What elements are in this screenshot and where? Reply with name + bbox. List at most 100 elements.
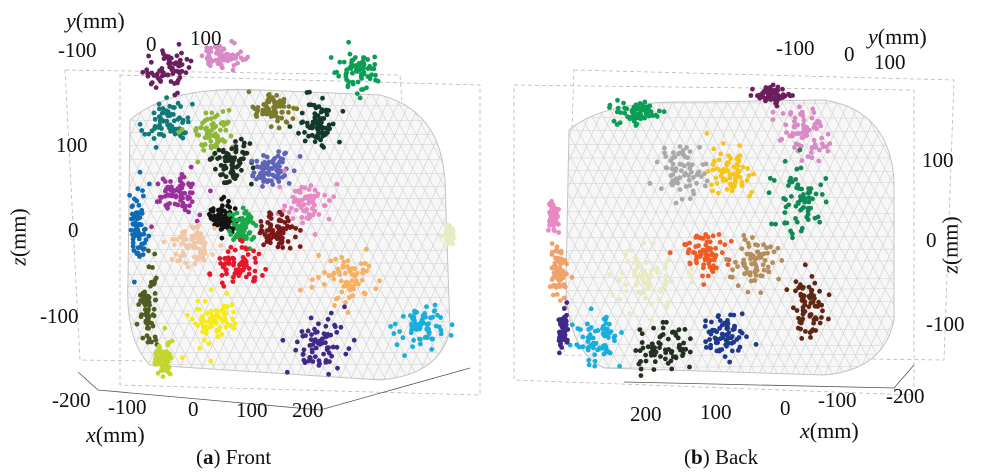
point — [746, 244, 752, 250]
mesh-line — [648, 100, 894, 375]
point — [773, 87, 779, 93]
point — [640, 345, 646, 351]
point — [725, 262, 731, 267]
point — [293, 226, 299, 231]
point — [417, 341, 423, 347]
point — [424, 304, 429, 310]
point — [212, 213, 217, 219]
point — [254, 111, 259, 117]
mesh-line — [264, 89, 450, 380]
point — [160, 176, 166, 182]
point — [187, 190, 193, 196]
point — [588, 306, 594, 312]
point — [616, 278, 622, 284]
point — [241, 140, 247, 146]
mesh-line — [566, 100, 788, 375]
point — [177, 185, 183, 191]
mesh-line — [474, 0, 494, 472]
point — [798, 111, 803, 117]
point — [557, 278, 562, 283]
point — [438, 233, 444, 239]
point — [325, 345, 330, 350]
point — [182, 203, 188, 209]
point — [139, 211, 145, 216]
point — [790, 235, 795, 241]
mesh-line — [494, 0, 546, 472]
point — [687, 349, 693, 355]
point — [346, 65, 352, 71]
mesh-line — [566, 100, 730, 375]
mesh-line — [127, 89, 324, 380]
point — [742, 271, 747, 277]
point — [712, 158, 717, 164]
point — [312, 193, 318, 199]
point — [131, 234, 137, 239]
point — [210, 208, 216, 214]
point — [673, 200, 679, 206]
mesh-line — [566, 100, 719, 375]
point — [409, 327, 414, 333]
point — [806, 195, 812, 201]
point — [179, 355, 185, 361]
point — [762, 258, 768, 263]
point — [153, 145, 159, 150]
point — [339, 289, 345, 295]
mesh-line — [275, 89, 450, 380]
point — [662, 145, 667, 151]
point — [776, 276, 781, 282]
point — [201, 147, 207, 153]
point — [728, 312, 733, 318]
point — [713, 252, 719, 258]
point — [279, 115, 284, 121]
point — [278, 234, 283, 240]
point — [146, 131, 152, 137]
point — [728, 238, 734, 244]
point — [816, 158, 822, 164]
point — [349, 278, 355, 284]
point — [737, 344, 743, 350]
point — [741, 233, 747, 238]
point — [214, 112, 220, 118]
point — [195, 159, 201, 165]
point — [134, 198, 140, 204]
point — [344, 264, 350, 269]
point — [182, 207, 188, 213]
mesh-line — [494, 0, 509, 472]
mesh-line — [127, 363, 450, 366]
point — [563, 318, 569, 324]
cluster — [633, 319, 693, 378]
point — [264, 154, 270, 160]
point — [268, 216, 274, 221]
point — [820, 308, 825, 314]
point — [671, 150, 676, 156]
point — [686, 177, 692, 183]
point — [130, 244, 136, 249]
mesh-line — [769, 100, 894, 375]
point — [817, 147, 822, 153]
point — [770, 117, 776, 122]
point — [148, 59, 154, 65]
point — [662, 150, 667, 156]
point — [248, 216, 253, 222]
point — [163, 110, 169, 116]
point — [223, 127, 229, 133]
point — [663, 260, 669, 266]
mesh-line — [494, 0, 524, 472]
point — [341, 259, 347, 265]
point — [448, 333, 454, 338]
point — [161, 239, 167, 245]
point — [793, 288, 798, 294]
mesh-line — [566, 100, 686, 375]
point — [200, 255, 206, 261]
point — [722, 320, 727, 326]
point — [662, 282, 667, 288]
point — [282, 173, 287, 178]
mesh-line — [566, 287, 894, 292]
point — [663, 265, 668, 271]
point — [562, 259, 568, 265]
point — [351, 337, 357, 343]
point — [717, 318, 723, 323]
mesh-line — [758, 100, 894, 375]
point — [805, 154, 811, 160]
point — [636, 105, 642, 111]
